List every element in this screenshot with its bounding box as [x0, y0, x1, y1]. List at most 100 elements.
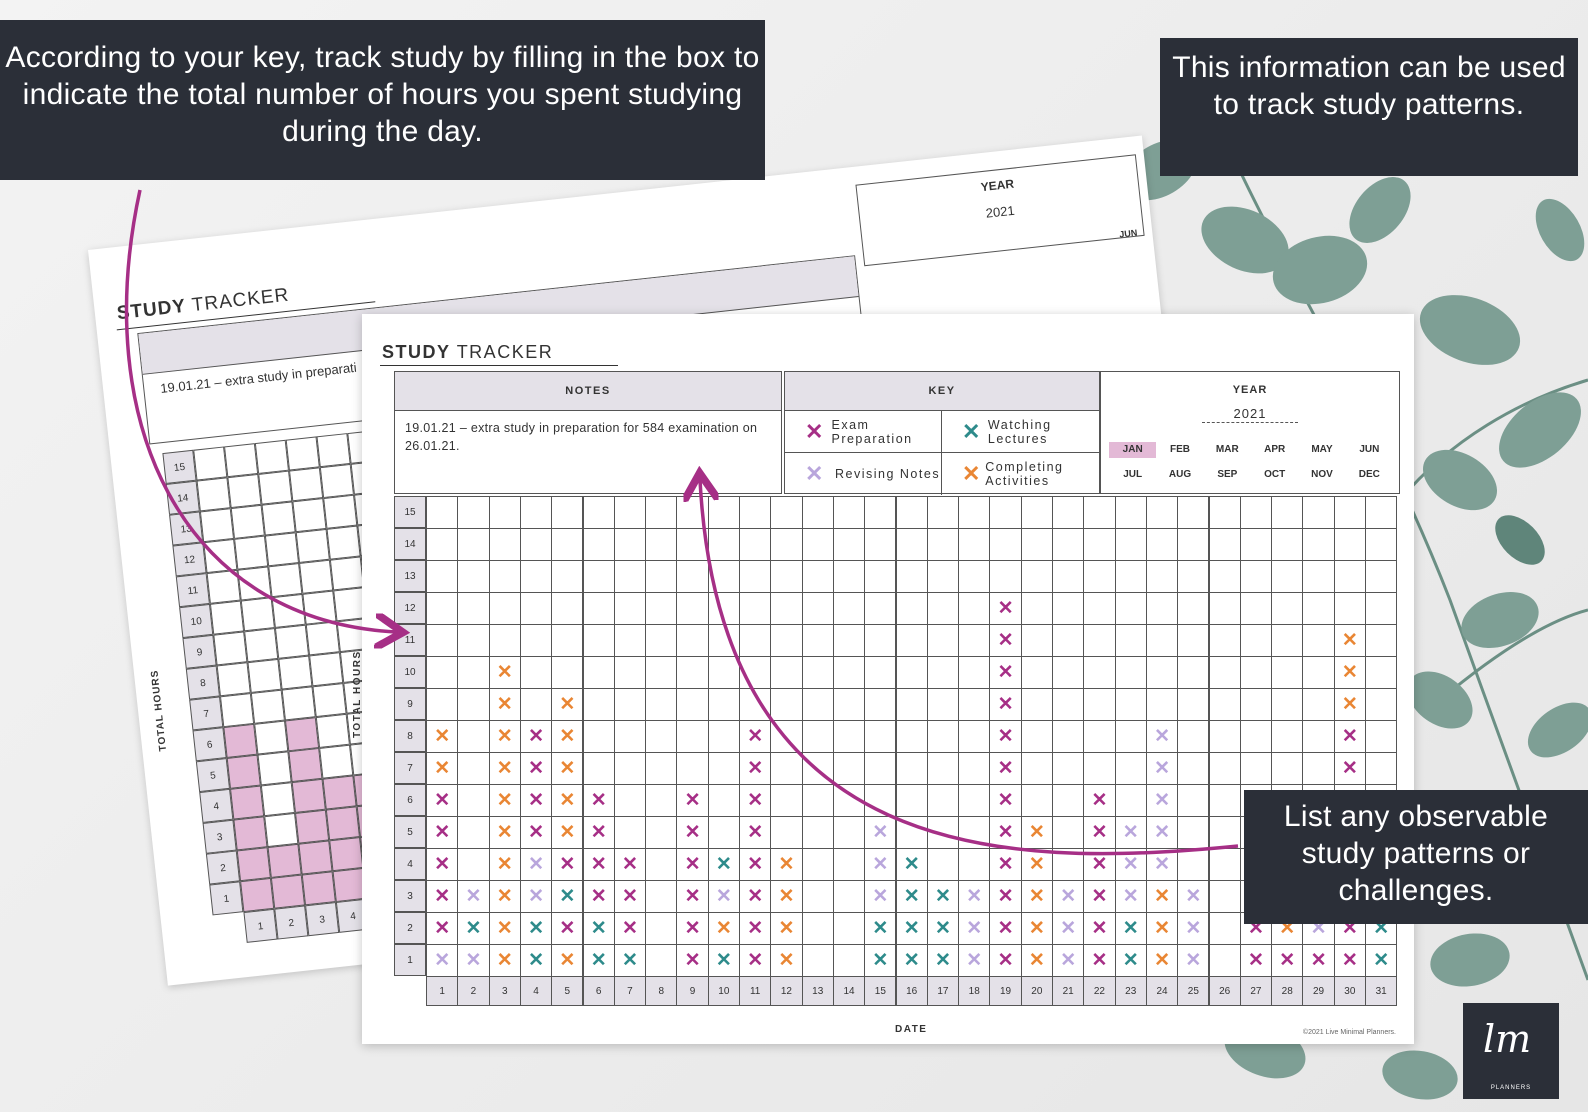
- grid-cell[interactable]: [645, 848, 678, 881]
- grid-cell[interactable]: ✕: [519, 848, 553, 881]
- grid-cell[interactable]: ✕: [1114, 944, 1147, 977]
- grid-cell[interactable]: [958, 560, 991, 593]
- grid-cell[interactable]: ✕: [739, 720, 772, 753]
- grid-cell[interactable]: ✕: [1333, 688, 1366, 721]
- grid-cell[interactable]: [864, 496, 897, 529]
- grid-cell[interactable]: [645, 592, 678, 625]
- grid-cell[interactable]: [801, 592, 834, 625]
- grid-cell[interactable]: ✕: [1052, 880, 1085, 913]
- grid-cell[interactable]: [645, 560, 678, 593]
- grid-cell[interactable]: [864, 624, 897, 657]
- grid-cell[interactable]: [801, 816, 834, 849]
- grid-cell[interactable]: [1145, 656, 1179, 689]
- grid-cell[interactable]: [801, 560, 834, 593]
- grid-cell[interactable]: [926, 784, 960, 817]
- grid-cell[interactable]: [676, 624, 709, 657]
- grid-cell[interactable]: [1145, 496, 1179, 529]
- grid-cell[interactable]: ✕: [1271, 944, 1304, 977]
- grid-cell[interactable]: ✕: [519, 912, 553, 945]
- grid-cell[interactable]: ✕: [1114, 880, 1147, 913]
- grid-cell[interactable]: [1239, 624, 1273, 657]
- grid-cell[interactable]: ✕: [926, 880, 960, 913]
- grid-cell[interactable]: [551, 624, 584, 657]
- grid-cell[interactable]: [770, 592, 803, 625]
- grid-cell[interactable]: [739, 528, 772, 561]
- grid-cell[interactable]: [989, 560, 1022, 593]
- grid-cell[interactable]: [801, 656, 834, 689]
- grid-cell[interactable]: ✕: [1083, 848, 1116, 881]
- grid-cell[interactable]: ✕: [989, 656, 1022, 689]
- grid-cell[interactable]: [770, 688, 803, 721]
- grid-cell[interactable]: [613, 752, 647, 785]
- grid-cell[interactable]: [676, 528, 709, 561]
- grid-cell[interactable]: [457, 848, 490, 881]
- grid-cell[interactable]: [645, 688, 678, 721]
- grid-cell[interactable]: [1208, 528, 1241, 561]
- grid-cell[interactable]: ✕: [613, 912, 647, 945]
- grid-cell[interactable]: ✕: [519, 720, 553, 753]
- grid-cell[interactable]: [707, 752, 740, 785]
- grid-cell[interactable]: [864, 688, 897, 721]
- grid-cell[interactable]: ✕: [676, 784, 709, 817]
- grid-cell[interactable]: [832, 688, 866, 721]
- grid-cell[interactable]: [676, 592, 709, 625]
- grid-cell[interactable]: [1365, 592, 1398, 625]
- grid-cell[interactable]: [926, 688, 960, 721]
- month-apr[interactable]: APR: [1264, 444, 1286, 455]
- grid-cell[interactable]: [958, 656, 991, 689]
- grid-cell[interactable]: [1239, 496, 1273, 529]
- grid-cell[interactable]: [1208, 560, 1241, 593]
- grid-cell[interactable]: [613, 560, 647, 593]
- grid-cell[interactable]: ✕: [1333, 624, 1366, 657]
- grid-cell[interactable]: [1208, 656, 1241, 689]
- grid-cell[interactable]: ✕: [770, 944, 803, 977]
- grid-cell[interactable]: ✕: [676, 912, 709, 945]
- month-feb[interactable]: FEB: [1169, 444, 1190, 455]
- grid-cell[interactable]: ✕: [1114, 912, 1147, 945]
- grid-cell[interactable]: [958, 496, 991, 529]
- grid-cell[interactable]: [488, 496, 521, 529]
- grid-cell[interactable]: [1020, 784, 1053, 817]
- grid-cell[interactable]: [519, 592, 553, 625]
- grid-cell[interactable]: ✕: [488, 880, 521, 913]
- grid-cell[interactable]: [1177, 496, 1210, 529]
- grid-cell[interactable]: [488, 624, 521, 657]
- month-nov[interactable]: NOV: [1311, 469, 1333, 480]
- grid-cell[interactable]: [1208, 848, 1241, 881]
- grid-cell[interactable]: [1114, 752, 1147, 785]
- grid-cell[interactable]: [1052, 624, 1085, 657]
- grid-cell[interactable]: ✕: [519, 944, 553, 977]
- grid-cell[interactable]: [801, 752, 834, 785]
- grid-cell[interactable]: [739, 560, 772, 593]
- grid-cell[interactable]: ✕: [488, 656, 521, 689]
- grid-cell[interactable]: [958, 784, 991, 817]
- grid-cell[interactable]: [739, 624, 772, 657]
- grid-cell[interactable]: [645, 816, 678, 849]
- grid-cell[interactable]: [707, 528, 740, 561]
- grid-cell[interactable]: ✕: [1365, 944, 1398, 977]
- grid-cell[interactable]: [707, 784, 740, 817]
- grid-cell[interactable]: [1177, 656, 1210, 689]
- grid-cell[interactable]: [739, 496, 772, 529]
- grid-cell[interactable]: [645, 912, 678, 945]
- grid-cell[interactable]: [707, 816, 740, 849]
- grid-cell[interactable]: ✕: [488, 784, 521, 817]
- grid-cell[interactable]: [426, 688, 459, 721]
- grid-cell[interactable]: [770, 752, 803, 785]
- grid-cell[interactable]: [1020, 528, 1053, 561]
- grid-cell[interactable]: [895, 528, 928, 561]
- grid-cell[interactable]: [426, 560, 459, 593]
- grid-cell[interactable]: ✕: [457, 944, 490, 977]
- grid-cell[interactable]: ✕: [707, 944, 740, 977]
- grid-cell[interactable]: ✕: [739, 848, 772, 881]
- grid-cell[interactable]: ✕: [739, 816, 772, 849]
- grid-cell[interactable]: [1239, 688, 1273, 721]
- grid-cell[interactable]: [832, 720, 866, 753]
- grid-cell[interactable]: [1271, 688, 1304, 721]
- grid-cell[interactable]: [1333, 592, 1366, 625]
- grid-cell[interactable]: [1052, 656, 1085, 689]
- grid-cell[interactable]: [1365, 560, 1398, 593]
- grid-cell[interactable]: [1083, 528, 1116, 561]
- grid-cell[interactable]: ✕: [1302, 944, 1335, 977]
- grid-cell[interactable]: [926, 496, 960, 529]
